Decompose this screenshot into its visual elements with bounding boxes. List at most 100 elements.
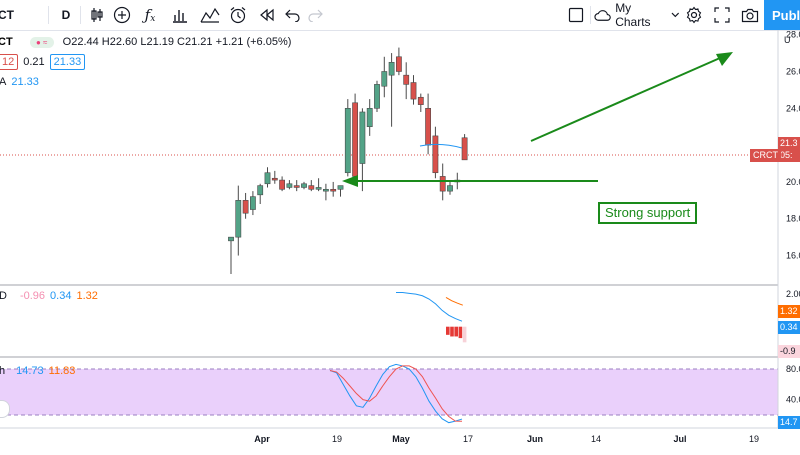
- macd-line: [396, 292, 463, 322]
- financials-bar-icon[interactable]: [168, 3, 192, 27]
- support-arrow-head: [342, 175, 358, 187]
- candle-body: [322, 188, 329, 192]
- redo-icon[interactable]: [303, 3, 327, 27]
- macd-hist-value: -0.96: [19, 290, 46, 302]
- candle-body: [417, 96, 424, 105]
- templates-icon[interactable]: [198, 3, 222, 27]
- cloud-icon: [594, 10, 611, 21]
- replay-icon[interactable]: [255, 3, 279, 27]
- settings-gear-icon[interactable]: [683, 3, 705, 27]
- support-annotation-label[interactable]: Strong support: [598, 202, 698, 224]
- legend-symbol: CT: [0, 36, 13, 48]
- macd-line-tag: 0.34: [778, 321, 800, 334]
- toolbar-divider: [48, 6, 49, 24]
- candle-body: [381, 71, 388, 87]
- my-charts-button[interactable]: My Charts: [594, 1, 680, 29]
- macd-histogram-bar: [458, 326, 463, 339]
- macd-pane: 2.001.00: [396, 289, 800, 343]
- symbol-search-button[interactable]: CT: [0, 8, 14, 22]
- candle-body: [301, 183, 307, 188]
- candle-body: [410, 82, 417, 100]
- stoch-pane: 80.0 40.0: [329, 363, 800, 424]
- chart-canvas[interactable]: 2.001.00 80.040.0 28.026.024.022.020.018…: [0, 30, 800, 450]
- legend-ohlc: O22.44 H22.60 L21.19 C21.21 +1.21 (+6.05…: [62, 36, 292, 48]
- price-axis-corner: U: [784, 35, 791, 45]
- macd-label: D: [0, 290, 7, 302]
- ma-legend: A 21.33: [0, 76, 39, 88]
- price-tick-label: 24.0: [786, 103, 800, 113]
- time-tick-label: 14: [591, 434, 601, 444]
- macd-histogram-bar: [446, 326, 450, 335]
- time-tick-label: May: [392, 434, 410, 444]
- time-tick-label: Jun: [527, 434, 543, 444]
- candle-body: [264, 172, 271, 185]
- candle-body: [308, 185, 315, 190]
- camera-snapshot-icon[interactable]: [739, 3, 761, 27]
- moving-average-line: [419, 143, 463, 149]
- my-charts-label: My Charts: [615, 1, 651, 29]
- ma-label: A: [0, 76, 7, 88]
- candle-body: [403, 74, 410, 85]
- stoch-k-value: 14.73: [16, 365, 44, 377]
- bar-style-icon[interactable]: [85, 3, 109, 27]
- toolbar-divider: [80, 6, 81, 24]
- candle-body: [337, 185, 344, 190]
- candle-body: [447, 185, 453, 192]
- candle-body: [315, 187, 322, 190]
- stoch-tag: 14.7: [778, 416, 800, 429]
- macd-legend: D -0.96 0.34 1.32: [0, 290, 98, 302]
- publish-button[interactable]: Publ: [764, 0, 800, 30]
- last-price-tag: 21.3: [778, 137, 800, 150]
- candle-body: [257, 185, 264, 196]
- candle-body: [330, 188, 337, 192]
- spread-value: 0.21: [23, 56, 45, 68]
- alert-clock-icon[interactable]: [226, 3, 250, 27]
- bid-box[interactable]: 12: [0, 54, 19, 70]
- candle-body: [359, 111, 366, 164]
- price-tick-label: 16.0: [786, 251, 800, 261]
- price-tick-label: 18.0: [786, 214, 800, 224]
- candle-body: [425, 108, 431, 146]
- candle-body: [293, 185, 300, 188]
- legend-dot-icon: ● ≈: [29, 36, 54, 48]
- macd-signal-tag: 1.32: [778, 305, 800, 318]
- trend-arrow-head: [716, 52, 733, 66]
- time-axis[interactable]: Apr 19 May 17 Jun 14 Jul 19: [254, 434, 759, 444]
- candle-body: [286, 183, 293, 188]
- stoch-tick-label: 80.0: [786, 364, 800, 374]
- symbol-tag: CRCT: [750, 149, 781, 162]
- fullscreen-icon[interactable]: [711, 3, 733, 27]
- stoch-d-line: [329, 365, 463, 422]
- macd-line-value: 0.34: [50, 290, 72, 302]
- undo-icon[interactable]: [281, 3, 305, 27]
- candle-body: [439, 176, 446, 192]
- candle-body: [242, 200, 249, 214]
- time-tick-label: 19: [749, 434, 759, 444]
- stoch-tick-label: 40.0: [786, 395, 800, 405]
- interval-button[interactable]: D: [61, 8, 71, 22]
- compare-add-icon[interactable]: [110, 3, 134, 27]
- price-tick-label: 26.0: [786, 66, 800, 76]
- stoch-legend: h 14.73 11.83: [0, 365, 75, 377]
- candle-body: [228, 236, 234, 242]
- macd-histogram-bar: [454, 326, 458, 337]
- macd-tick-label: 2.00: [786, 289, 800, 299]
- time-tick-label: Jul: [673, 434, 686, 444]
- main-legend: CT ● ≈ O22.44 H22.60 L21.19 C21.21 +1.21…: [0, 36, 291, 48]
- ask-box[interactable]: 21.33: [49, 54, 86, 70]
- stoch-label: h: [0, 365, 6, 377]
- chart-area[interactable]: 2.001.00 80.040.0 28.026.024.022.020.018…: [0, 30, 800, 450]
- stoch-k-line: [329, 363, 463, 424]
- price-tick-label: 20.0: [786, 177, 800, 187]
- candle-body: [271, 177, 278, 181]
- layout-select-icon[interactable]: [565, 3, 587, 27]
- candle-body: [279, 179, 285, 190]
- time-tick-label: 19: [332, 434, 342, 444]
- candle-body: [461, 137, 468, 161]
- candle-body: [395, 56, 402, 72]
- candles: [228, 47, 468, 274]
- stoch-d-value: 11.83: [48, 365, 76, 377]
- macd-signal-line: [445, 296, 463, 306]
